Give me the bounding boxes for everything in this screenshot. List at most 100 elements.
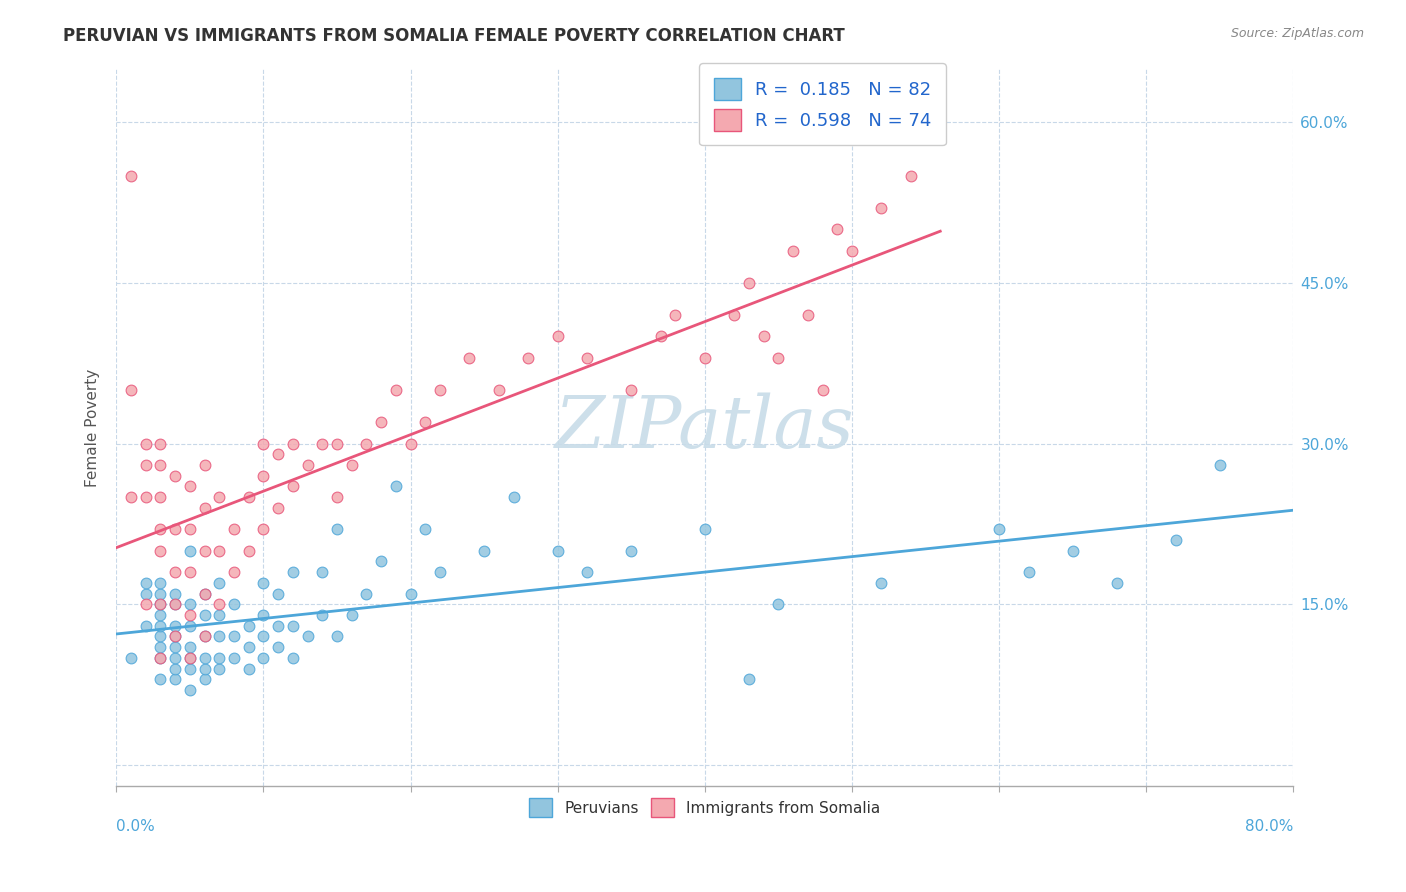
Point <box>222 630 245 644</box>
Point <box>120 490 142 504</box>
Point <box>179 565 201 579</box>
Point <box>165 630 187 644</box>
Point <box>252 608 274 623</box>
Point <box>326 522 349 536</box>
Point <box>768 597 790 611</box>
Point <box>267 619 290 633</box>
Point <box>267 500 290 515</box>
Point <box>208 490 231 504</box>
Y-axis label: Female Poverty: Female Poverty <box>86 368 100 487</box>
Point <box>165 640 187 655</box>
Point <box>120 169 142 183</box>
Point <box>193 630 215 644</box>
Point <box>193 500 215 515</box>
Point <box>311 608 333 623</box>
Point <box>267 447 290 461</box>
Point <box>281 436 304 450</box>
Point <box>664 308 686 322</box>
Point <box>900 169 922 183</box>
Legend: Peruvians, Immigrants from Somalia: Peruvians, Immigrants from Somalia <box>517 786 893 829</box>
Point <box>547 329 569 343</box>
Point <box>238 640 260 655</box>
Point <box>1164 533 1187 547</box>
Point <box>267 586 290 600</box>
Point <box>179 543 201 558</box>
Point <box>326 436 349 450</box>
Point <box>165 651 187 665</box>
Point <box>179 662 201 676</box>
Point <box>311 436 333 450</box>
Point <box>135 586 157 600</box>
Point <box>165 522 187 536</box>
Point <box>149 490 172 504</box>
Point <box>165 565 187 579</box>
Point <box>738 276 761 290</box>
Point <box>297 630 319 644</box>
Point <box>193 630 215 644</box>
Point <box>340 608 363 623</box>
Point <box>208 543 231 558</box>
Point <box>222 522 245 536</box>
Point <box>208 662 231 676</box>
Point <box>385 479 408 493</box>
Point <box>517 351 540 365</box>
Point <box>165 630 187 644</box>
Point <box>208 597 231 611</box>
Point <box>179 608 201 623</box>
Point <box>149 673 172 687</box>
Point <box>193 458 215 472</box>
Point <box>165 619 187 633</box>
Point <box>370 554 392 568</box>
Point <box>620 383 643 397</box>
Point <box>650 329 672 343</box>
Point <box>135 436 157 450</box>
Point <box>576 351 599 365</box>
Point <box>135 458 157 472</box>
Point <box>693 351 716 365</box>
Point <box>413 415 436 429</box>
Point <box>149 608 172 623</box>
Text: 80.0%: 80.0% <box>1244 819 1294 834</box>
Point <box>252 575 274 590</box>
Point <box>458 351 481 365</box>
Point <box>165 586 187 600</box>
Point <box>149 543 172 558</box>
Point <box>222 597 245 611</box>
Point <box>693 522 716 536</box>
Point <box>179 640 201 655</box>
Point <box>149 458 172 472</box>
Point <box>281 479 304 493</box>
Text: 0.0%: 0.0% <box>117 819 155 834</box>
Point <box>238 490 260 504</box>
Point <box>222 565 245 579</box>
Point <box>1209 458 1232 472</box>
Point <box>165 597 187 611</box>
Point <box>179 619 201 633</box>
Point <box>149 522 172 536</box>
Point <box>399 586 422 600</box>
Point <box>370 415 392 429</box>
Point <box>149 640 172 655</box>
Point <box>1018 565 1040 579</box>
Point <box>149 586 172 600</box>
Point <box>252 522 274 536</box>
Point <box>179 597 201 611</box>
Point <box>149 619 172 633</box>
Point <box>988 522 1011 536</box>
Point <box>252 630 274 644</box>
Point <box>193 586 215 600</box>
Point <box>281 619 304 633</box>
Point <box>723 308 745 322</box>
Point <box>193 651 215 665</box>
Point <box>252 468 274 483</box>
Text: Source: ZipAtlas.com: Source: ZipAtlas.com <box>1230 27 1364 40</box>
Point <box>135 575 157 590</box>
Point <box>252 651 274 665</box>
Point <box>149 597 172 611</box>
Point <box>311 565 333 579</box>
Point <box>429 565 451 579</box>
Point <box>135 597 157 611</box>
Point <box>429 383 451 397</box>
Point <box>326 490 349 504</box>
Point <box>267 640 290 655</box>
